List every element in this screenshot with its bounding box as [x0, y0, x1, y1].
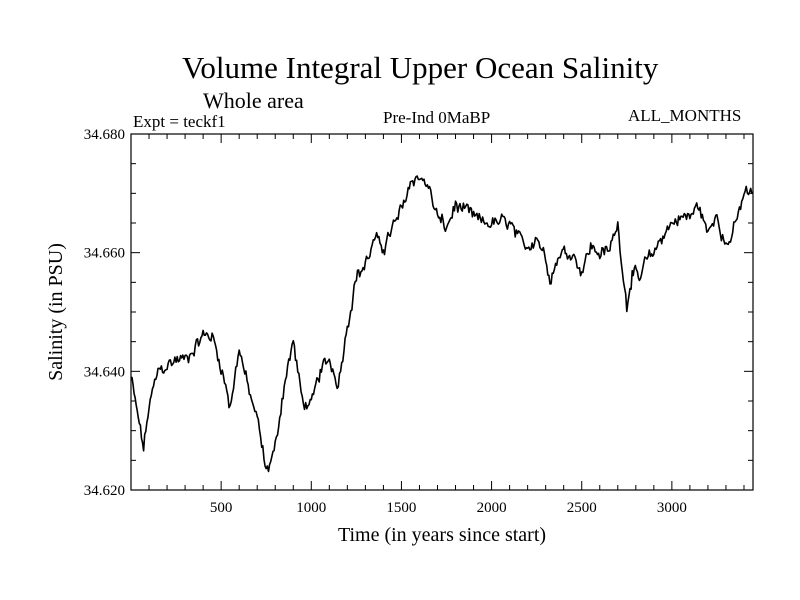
x-axis-label: Time (in years since start) — [338, 524, 546, 546]
y-tick-label: 34.620 — [84, 483, 125, 499]
y-tick-label: 34.680 — [84, 127, 125, 143]
x-tick-label: 2000 — [477, 500, 507, 516]
run-label: Pre-Ind 0MaBP — [383, 108, 491, 127]
salinity-series-line — [130, 175, 753, 473]
y-tick-label: 34.660 — [84, 246, 125, 262]
experiment-label: Expt = teckf1 — [133, 112, 226, 131]
chart-subtitle: Whole area — [203, 88, 304, 113]
x-tick-label: 1000 — [296, 500, 326, 516]
plot-frame — [130, 133, 754, 491]
x-tick-label: 500 — [210, 500, 233, 516]
y-axis-label: Salinity (in PSU) — [45, 243, 67, 381]
y-tick-label: 34.640 — [84, 364, 125, 380]
months-label: ALL_MONTHS — [628, 106, 742, 125]
x-tick-label: 1500 — [386, 500, 416, 516]
x-tick-label: 3000 — [657, 500, 687, 516]
x-tick-label: 2500 — [567, 500, 597, 516]
chart-title: Volume Integral Upper Ocean Salinity — [182, 50, 659, 85]
